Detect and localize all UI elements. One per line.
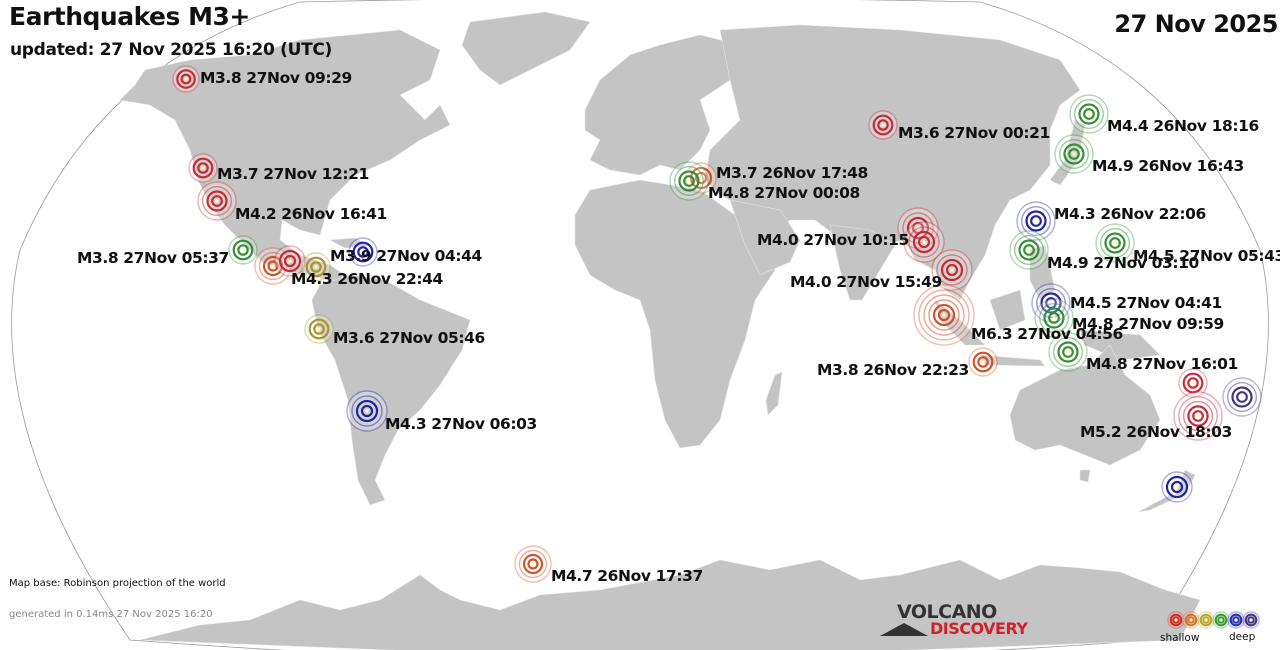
quake-marker[interactable] — [301, 252, 331, 282]
quake-label[interactable]: M4.9 27Nov 03:10 — [1047, 254, 1199, 272]
quake-marker[interactable] — [1222, 377, 1262, 417]
quake-marker[interactable] — [172, 65, 200, 93]
quake-label[interactable]: M3.7 26Nov 17:48 — [716, 164, 868, 182]
quake-label[interactable]: M5.2 26Nov 18:03 — [1080, 423, 1232, 441]
quake-marker[interactable] — [1048, 332, 1088, 372]
quake-marker[interactable] — [348, 237, 378, 267]
quake-label[interactable]: M3.6 27Nov 05:46 — [333, 329, 485, 347]
quake-marker[interactable] — [1178, 368, 1208, 398]
quake-label[interactable]: M4.3 27Nov 06:03 — [385, 415, 537, 433]
land-greenland — [461, 11, 591, 86]
legend-deep-label: deep — [1229, 631, 1256, 643]
land-india — [829, 224, 896, 301]
legend-depth-ring[interactable] — [1182, 611, 1200, 629]
quake-marker[interactable] — [1095, 223, 1135, 263]
land-borneo — [989, 289, 1026, 331]
page-title: Earthquakes M3+ — [9, 2, 250, 31]
continents — [119, 11, 1201, 650]
legend-depth-ring[interactable] — [1212, 611, 1230, 629]
legend-depth-ring[interactable] — [1167, 611, 1185, 629]
quake-marker[interactable] — [514, 545, 552, 583]
quake-label[interactable]: M3.8 27Nov 09:29 — [200, 69, 352, 87]
quake-label[interactable]: M4.8 27Nov 16:01 — [1086, 355, 1238, 373]
quake-marker[interactable] — [968, 347, 998, 377]
logo-text-bottom: DISCOVERY — [930, 619, 1028, 638]
quake-marker[interactable] — [1173, 391, 1223, 441]
land-australia — [1009, 344, 1161, 466]
quake-marker[interactable] — [913, 284, 975, 346]
quake-label[interactable]: M4.5 27Nov 05:43 — [1133, 247, 1280, 265]
quake-marker[interactable] — [1034, 298, 1074, 338]
land-europe — [584, 34, 741, 176]
quake-label[interactable]: M3.7 27Nov 12:21 — [217, 165, 369, 183]
land-north-america — [119, 29, 451, 283]
quake-marker[interactable] — [1016, 201, 1056, 241]
quake-marker[interactable] — [669, 161, 709, 201]
quake-label[interactable]: M6.3 27Nov 04:56 — [971, 325, 1123, 343]
legend-depth-ring[interactable] — [1242, 611, 1260, 629]
map-date: 27 Nov 2025 — [1114, 10, 1278, 38]
quake-label[interactable]: M4.4 26Nov 18:16 — [1107, 117, 1259, 135]
quake-marker[interactable] — [931, 249, 973, 291]
quake-marker[interactable] — [1069, 94, 1109, 134]
legend-shallow-label: shallow — [1160, 632, 1200, 644]
quake-label[interactable]: M3.8 27Nov 05:37 — [77, 249, 229, 267]
quake-label[interactable]: M4.9 26Nov 16:43 — [1092, 157, 1244, 175]
depth-legend: shallow deep — [1160, 608, 1270, 648]
land-arabia — [729, 199, 801, 276]
quake-label[interactable]: M3.8 26Nov 22:23 — [817, 361, 969, 379]
land-madagascar — [765, 371, 783, 416]
land-tasmania — [1079, 469, 1091, 483]
volcano-icon — [880, 623, 928, 636]
quake-marker[interactable] — [274, 245, 306, 277]
quake-marker[interactable] — [1009, 230, 1049, 270]
quake-label[interactable]: M4.8 27Nov 09:59 — [1072, 315, 1224, 333]
quake-label[interactable]: M3.9 27Nov 04:44 — [330, 247, 482, 265]
land-south-america — [311, 274, 471, 506]
quake-label[interactable]: M4.0 27Nov 15:49 — [790, 273, 942, 291]
quake-marker[interactable] — [685, 162, 717, 194]
quake-marker[interactable] — [228, 235, 258, 265]
logo-text-top: VOLCANO — [897, 601, 997, 623]
quake-label[interactable]: M4.5 27Nov 04:41 — [1070, 294, 1222, 312]
quake-label[interactable]: M4.3 26Nov 22:06 — [1054, 205, 1206, 223]
legend-depth-ring[interactable] — [1197, 611, 1215, 629]
generated-note: generated in 0.14ms 27 Nov 2025 16:20 — [9, 609, 213, 620]
quake-label[interactable]: M4.0 27Nov 10:15 — [757, 231, 909, 249]
quake-label[interactable]: M4.2 26Nov 16:41 — [235, 205, 387, 223]
depth-legend-rings — [1167, 611, 1260, 629]
quake-markers — [172, 65, 1262, 583]
quake-label[interactable]: M4.7 26Nov 17:37 — [551, 567, 703, 585]
volcano-discovery-logo[interactable]: VOLCANO DISCOVERY — [880, 603, 1040, 643]
quake-label[interactable]: M3.6 27Nov 00:21 — [898, 124, 1050, 142]
quake-marker[interactable] — [304, 314, 334, 344]
updated-timestamp: updated: 27 Nov 2025 16:20 (UTC) — [10, 40, 333, 60]
quake-label[interactable]: M4.3 26Nov 22:44 — [291, 270, 443, 288]
quake-marker[interactable] — [868, 110, 898, 140]
quake-marker[interactable] — [197, 181, 237, 221]
quake-marker[interactable] — [1161, 471, 1193, 503]
land-japan — [1049, 119, 1086, 186]
quake-marker[interactable] — [903, 221, 945, 263]
map-base-note: Map base: Robinson projection of the wor… — [9, 578, 226, 589]
legend-depth-ring[interactable] — [1227, 611, 1245, 629]
map-outline — [11, 0, 1269, 650]
quake-marker[interactable] — [346, 390, 388, 432]
quake-label[interactable]: M4.8 27Nov 00:08 — [708, 184, 860, 202]
land-new-guinea — [1079, 329, 1161, 361]
quake-marker[interactable] — [1054, 134, 1094, 174]
quake-marker[interactable] — [188, 153, 218, 183]
